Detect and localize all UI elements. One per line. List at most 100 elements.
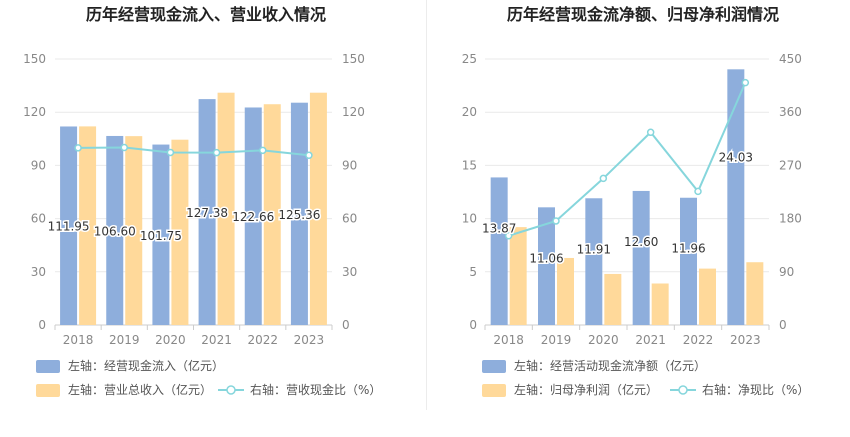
y-right-tick-label: 60 [342,212,357,226]
y-right-tick-label: 0 [342,318,350,332]
bar-series-1 [106,135,124,325]
line-point [599,174,608,183]
line-point [504,231,513,240]
line-point [552,217,560,225]
legend-swatch [36,360,60,373]
line-point [646,128,655,137]
x-tick-label: 2019 [541,333,572,347]
x-tick-label: 2018 [493,333,524,347]
bar-series-2 [699,268,716,325]
x-tick-label: 2018 [63,333,94,347]
chart-title: 历年经营现金流净额、归母净利润情况 [507,5,779,24]
legend-label: 左轴：经营活动现金流净额（亿元） [514,358,706,373]
x-tick-label: 2020 [588,333,619,347]
bar-series-2 [651,283,669,325]
data-label: 101.75 [140,229,182,243]
y-left-tick-label: 150 [23,52,46,66]
y-left-tick-label: 120 [23,105,46,119]
data-label: 11.91 [577,242,611,256]
bar-series-1 [680,197,697,325]
data-label: 11.06 [529,251,563,265]
data-label: 125.36 [278,208,320,222]
panel-divider [426,0,427,410]
data-label: 122.66 [232,210,274,224]
y-left-tick-label: 0 [38,318,46,332]
bar-series-2 [557,257,574,325]
line-point [741,78,750,87]
x-tick-label: 2023 [294,333,325,347]
y-left-tick-label: 5 [469,265,477,279]
line-point [212,148,221,157]
legend-swatch [482,384,506,397]
bar-series-1 [244,107,262,325]
x-tick-label: 2022 [683,333,714,347]
y-right-tick-label: 30 [342,265,357,279]
x-tick-label: 2023 [730,333,761,347]
bar-series-2 [263,104,281,325]
legend-marker [678,385,688,395]
bar-series-2 [604,273,622,325]
y-right-tick-label: 150 [342,52,365,66]
line-point [120,143,128,152]
data-label: 127.38 [186,206,228,220]
y-right-tick-label: 0 [779,318,787,332]
line-point [694,187,702,196]
bar-series-2 [746,262,764,325]
x-tick-label: 2020 [155,333,186,347]
bar-series-1 [198,99,216,326]
y-right-tick-label: 90 [342,158,357,172]
x-tick-label: 2021 [201,333,232,347]
cash-inflow-revenue-chart: 历年经营现金流入、营业收入情况 0 30 60 90 120 150 0 30 60 90 120 15… [23,5,381,397]
legend-label: 左轴：经营现金流入（亿元） [68,358,224,373]
legend-label: 左轴：归母净利润（亿元） [514,382,658,397]
x-tick-label: 2021 [635,333,666,347]
line-point [305,151,313,160]
y-right-tick-label: 360 [779,105,802,119]
y-right-tick-label: 180 [779,212,802,226]
y-left-tick-label: 60 [31,212,46,226]
line-series [508,82,747,237]
legend-label: 左轴：营业总收入（亿元） [68,382,212,397]
bar-series-2 [171,139,189,325]
legend-swatch [36,384,60,397]
data-label: 13.87 [482,221,516,235]
data-label: 11.96 [671,242,705,256]
x-tick-label: 2019 [109,333,140,347]
bar-series-1 [632,190,650,325]
bar-series-1 [490,177,508,325]
bar-series-1 [727,69,745,325]
legend-swatch [482,360,506,373]
data-label: 12.60 [624,235,658,249]
y-left-tick-label: 25 [462,52,477,66]
y-right-tick-label: 270 [779,158,802,172]
x-tick-label: 2022 [247,333,278,347]
y-left-tick-label: 0 [469,318,477,332]
bar-series-2 [79,126,97,326]
legend-marker [226,385,236,395]
bar-series-1 [585,198,603,325]
y-left-tick-label: 15 [462,158,477,172]
data-label: 111.95 [48,220,90,234]
y-left-tick-label: 10 [462,212,477,226]
y-right-tick-label: 450 [779,52,802,66]
bar-series-2 [217,92,235,326]
bar-series-1 [152,144,170,325]
data-label: 106.60 [94,224,136,238]
bar-series-1 [60,126,78,325]
net-cashflow-profit-chart: 历年经营现金流净额、归母净利润情况 0 5 10 15 20 25 0 90 180 270 360 4… [462,5,809,397]
line-point [74,144,82,152]
bar-series-1 [290,102,308,325]
bar-series-2 [309,92,327,326]
data-label: 24.03 [719,150,753,164]
legend-label: 右轴：营收现金比（%） [250,382,381,397]
y-right-tick-label: 90 [779,265,794,279]
y-left-tick-label: 20 [462,105,477,119]
y-right-tick-label: 120 [342,105,365,119]
chart-title: 历年经营现金流入、营业收入情况 [86,5,326,24]
bar-series-1 [538,207,555,325]
line-series [78,146,310,157]
y-left-tick-label: 30 [31,265,46,279]
line-point [259,146,267,155]
bar-series-2 [125,136,143,325]
y-left-tick-label: 90 [31,158,46,172]
